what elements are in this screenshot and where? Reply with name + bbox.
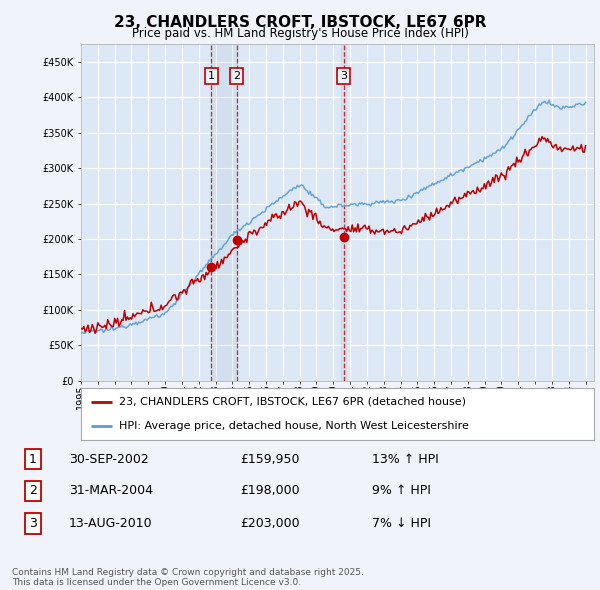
Text: 13% ↑ HPI: 13% ↑ HPI bbox=[372, 453, 439, 466]
Text: £198,000: £198,000 bbox=[240, 484, 299, 497]
Text: HPI: Average price, detached house, North West Leicestershire: HPI: Average price, detached house, Nort… bbox=[119, 421, 469, 431]
Text: 2: 2 bbox=[233, 71, 240, 81]
Text: £203,000: £203,000 bbox=[240, 517, 299, 530]
Bar bbox=[341, 44, 346, 381]
Text: 3: 3 bbox=[29, 517, 37, 530]
Text: 23, CHANDLERS CROFT, IBSTOCK, LE67 6PR (detached house): 23, CHANDLERS CROFT, IBSTOCK, LE67 6PR (… bbox=[119, 396, 466, 407]
Text: Contains HM Land Registry data © Crown copyright and database right 2025.
This d: Contains HM Land Registry data © Crown c… bbox=[12, 568, 364, 587]
Text: £159,950: £159,950 bbox=[240, 453, 299, 466]
Text: 30-SEP-2002: 30-SEP-2002 bbox=[69, 453, 149, 466]
Text: 7% ↓ HPI: 7% ↓ HPI bbox=[372, 517, 431, 530]
Text: 9% ↑ HPI: 9% ↑ HPI bbox=[372, 484, 431, 497]
Text: 1: 1 bbox=[29, 453, 37, 466]
Text: 2: 2 bbox=[29, 484, 37, 497]
Text: 13-AUG-2010: 13-AUG-2010 bbox=[69, 517, 152, 530]
Text: 23, CHANDLERS CROFT, IBSTOCK, LE67 6PR: 23, CHANDLERS CROFT, IBSTOCK, LE67 6PR bbox=[114, 15, 486, 30]
Text: 1: 1 bbox=[208, 71, 215, 81]
Text: 31-MAR-2004: 31-MAR-2004 bbox=[69, 484, 153, 497]
Text: Price paid vs. HM Land Registry's House Price Index (HPI): Price paid vs. HM Land Registry's House … bbox=[131, 27, 469, 40]
Text: 3: 3 bbox=[340, 71, 347, 81]
Bar bbox=[211, 44, 236, 381]
